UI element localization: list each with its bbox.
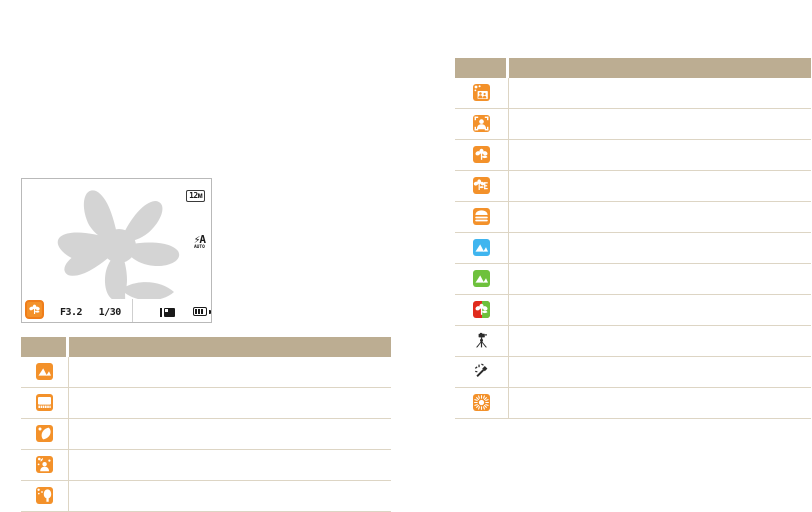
- description-cell: [508, 294, 811, 326]
- status-divider: [132, 299, 133, 322]
- description-cell: [508, 201, 811, 233]
- description-cell: [508, 78, 811, 109]
- table-row[interactable]: [455, 108, 811, 140]
- resolution-indicator: 12ᴍ: [186, 183, 205, 202]
- description-cell: [508, 325, 811, 357]
- scene-mode-table-right: [455, 58, 811, 419]
- landscape-green-icon: [473, 270, 490, 288]
- table-row[interactable]: [455, 201, 811, 233]
- description-cell: [68, 449, 391, 481]
- aperture-value: F3.2: [60, 307, 83, 318]
- macro-flower-icon: [473, 146, 490, 164]
- icon-cell: [21, 418, 69, 450]
- table-row[interactable]: [455, 232, 811, 264]
- portrait-group-icon: [473, 84, 490, 102]
- portrait-icon: [473, 115, 490, 133]
- tripod-icon: [473, 332, 490, 349]
- icon-cell: [455, 108, 509, 140]
- description-cell: [508, 387, 811, 419]
- table-header-row: [21, 337, 391, 357]
- table-row[interactable]: [455, 325, 811, 357]
- fireworks-icon: [473, 394, 490, 412]
- landscape-blue-icon: [473, 239, 490, 257]
- flower-scene-graphic: [57, 190, 180, 322]
- header-icon-col: [455, 58, 506, 78]
- description-cell: [508, 232, 811, 264]
- header-icon-col: [21, 337, 66, 357]
- icon-cell: [455, 232, 509, 264]
- landscape-icon: [36, 363, 53, 381]
- memory-card-icon: [160, 308, 175, 317]
- table-row[interactable]: [455, 170, 811, 202]
- header-desc-col: [508, 58, 811, 78]
- table-row[interactable]: [21, 387, 391, 419]
- flash-auto-indicator: ⚡A AUTO: [193, 233, 206, 250]
- white-balance-icon: [36, 394, 53, 412]
- lcd-status-bar: F3.2 1/30: [22, 299, 211, 322]
- icon-cell: [455, 387, 509, 419]
- table-row[interactable]: [21, 357, 391, 388]
- flower-icon: [29, 304, 40, 314]
- icon-cell: [455, 78, 509, 109]
- table-row[interactable]: [455, 387, 811, 419]
- camera-lcd-preview: 12ᴍ ⚡A AUTO F3.2 1/30: [21, 178, 212, 323]
- icon-cell: [455, 170, 509, 202]
- icon-cell: [455, 201, 509, 233]
- shutter-value: 1/30: [98, 307, 122, 318]
- description-cell: [508, 108, 811, 140]
- table-row[interactable]: [455, 356, 811, 388]
- icon-cell: [455, 263, 509, 295]
- description-cell: [68, 357, 391, 388]
- flash-label: AUTO: [193, 245, 205, 250]
- shake-warning-icon: [473, 363, 490, 380]
- battery-full-icon: [193, 307, 207, 316]
- flash-symbol: ⚡A: [193, 233, 206, 246]
- icon-cell: [455, 294, 509, 326]
- icon-cell: [455, 139, 509, 171]
- description-cell: [508, 356, 811, 388]
- table-row[interactable]: [455, 78, 811, 109]
- description-cell: [508, 139, 811, 171]
- night-icon: [36, 425, 53, 443]
- description-cell: [508, 263, 811, 295]
- icon-cell: [21, 480, 69, 512]
- table-row[interactable]: [21, 418, 391, 450]
- icon-cell: [21, 357, 69, 388]
- icon-cell: [455, 356, 509, 388]
- macro-mode-badge: [25, 300, 44, 319]
- color-split-icon: [473, 301, 490, 319]
- icon-cell: [21, 387, 69, 419]
- description-cell: [68, 418, 391, 450]
- night-portrait-icon: [36, 456, 53, 474]
- description-cell: [508, 170, 811, 202]
- table-header-row: [455, 58, 811, 78]
- description-cell: [68, 480, 391, 512]
- table-row[interactable]: [455, 139, 811, 171]
- table-row[interactable]: [21, 480, 391, 512]
- scene-mode-table-left: [21, 337, 391, 512]
- description-cell: [68, 387, 391, 419]
- icon-cell: [455, 325, 509, 357]
- icon-cell: [21, 449, 69, 481]
- exposure-readout: F3.2 1/30: [60, 307, 121, 318]
- table-row[interactable]: [455, 263, 811, 295]
- spotlight-icon: [36, 487, 53, 505]
- table-row[interactable]: [21, 449, 391, 481]
- macro-text-icon: [473, 177, 490, 195]
- header-desc-col: [68, 337, 391, 357]
- table-row[interactable]: [455, 294, 811, 326]
- tripod-stack-icon: [473, 208, 490, 226]
